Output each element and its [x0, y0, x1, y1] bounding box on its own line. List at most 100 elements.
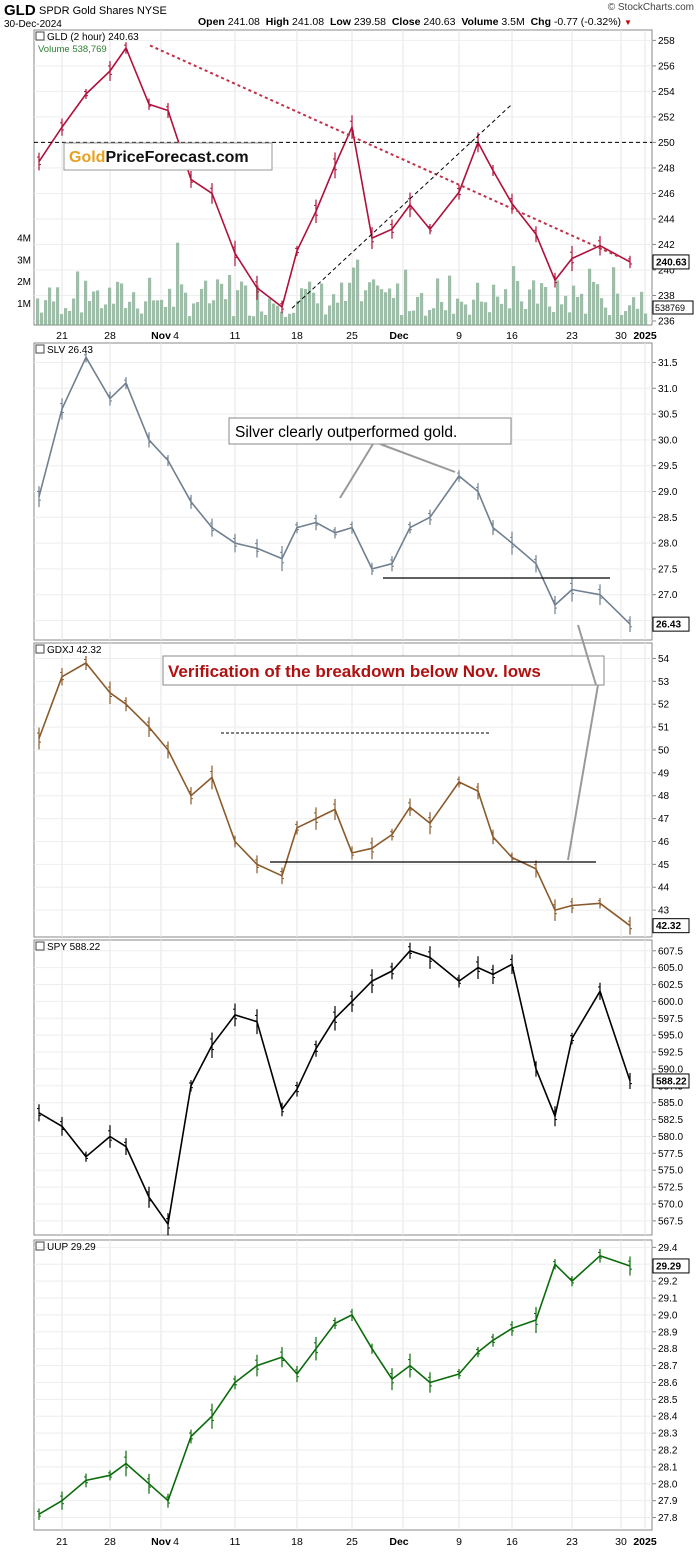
panel-slv: 31.5 31.0 30.5 30.0 29.5 29.0 28.5 28.0 27.5 27.0… [33, 342, 690, 641]
volume-bar [552, 311, 556, 325]
volume-bar [228, 274, 232, 325]
volume-bar [200, 288, 204, 325]
volume-bar [520, 301, 524, 325]
volume-bar [120, 283, 124, 325]
volume-bar [172, 306, 176, 325]
y-tick-label: 29.5 [658, 461, 678, 472]
security-full-name: SPDR Gold Shares [39, 5, 134, 17]
panel-icon [35, 644, 45, 654]
volume-bar [364, 290, 368, 325]
volume-bar [316, 303, 320, 325]
volume-bar [108, 287, 112, 325]
x-tick-label: 2025 [633, 330, 657, 342]
volume-bar [620, 315, 624, 325]
x-tick-label: 30 [615, 1536, 627, 1548]
y-tick-label: 47 [658, 814, 670, 825]
volume-bar [36, 298, 40, 325]
volume-bar [100, 308, 104, 325]
y-tick-label: 53 [658, 677, 670, 688]
volume-bar [416, 296, 420, 325]
volume-bar [148, 277, 152, 325]
volume-bar [188, 316, 192, 325]
x-tick-label: 18 [291, 330, 303, 342]
y-tick-label: 244 [658, 214, 675, 225]
ohlc-stats: Open 241.08 High 241.08 Low 239.58 Close… [198, 16, 632, 28]
volume-bar [400, 315, 404, 325]
volume-bar [380, 289, 384, 325]
volume-bar [536, 303, 540, 325]
volume-bar [448, 275, 452, 325]
x-tick-label: 25 [346, 1536, 358, 1548]
last-value-label: 240.63 [656, 257, 687, 268]
x-tick-label: 11 [230, 330, 241, 342]
last-value-label: 26.43 [656, 620, 681, 631]
stat-change: Chg -0.77 (-0.32%) [530, 16, 622, 28]
volume-bar [572, 285, 576, 325]
down-triangle-icon: ▼ [623, 18, 632, 27]
volume-bar [480, 301, 484, 325]
volume-bar [560, 304, 564, 325]
volume-bar [528, 289, 532, 325]
stat-volume: Volume 3.5M [461, 16, 525, 28]
volume-bar [424, 315, 428, 325]
watermark: © StockCharts.com [607, 2, 694, 13]
volume-bar [296, 301, 300, 325]
x-tick-label: Dec [389, 1536, 408, 1548]
volume-bar [72, 298, 76, 325]
y-tick-label: 246 [658, 189, 675, 200]
annotation-text: Silver clearly outperformed gold. [235, 424, 457, 441]
panel-icon [35, 941, 45, 951]
volume-bar [128, 301, 132, 325]
y-tick-label: 30.0 [658, 435, 678, 446]
y-tick-label: 256 [658, 61, 675, 72]
uptrend-line [291, 103, 513, 309]
volume-bar [372, 279, 376, 325]
volume-bar [368, 282, 372, 325]
volume-bar [288, 313, 292, 325]
y-tick-label: 51 [658, 723, 670, 734]
panel-title: GLD (2 hour) 240.63 [47, 32, 139, 43]
y-tick-label: 43 [658, 906, 670, 917]
y-tick-label: 567.5 [658, 1216, 683, 1227]
y-tick-label: 44 [658, 883, 670, 894]
y-tick-label: 254 [658, 87, 675, 98]
panel-icon [35, 31, 45, 41]
panel-title: SLV 26.43 [47, 345, 93, 356]
volume-bar [384, 292, 388, 325]
volume-bar [292, 312, 296, 325]
volume-bar [156, 300, 160, 325]
volume-bar [260, 311, 264, 325]
volume-bar [608, 315, 612, 325]
volume-bar [596, 284, 600, 325]
panel-title: SPY 588.22 [47, 942, 101, 953]
y-tick-label: 600.0 [658, 997, 683, 1008]
volume-bar [276, 305, 280, 325]
volume-bar [180, 284, 184, 325]
y-tick-label: 585.0 [658, 1098, 683, 1109]
volume-bar [244, 285, 248, 325]
y-tick-label: 30.5 [658, 410, 678, 421]
volume-bar [584, 313, 588, 325]
y-tick-label: 236 [658, 317, 675, 328]
y-tick-label: 28.2 [658, 1446, 678, 1457]
annotation-arrow [567, 624, 599, 861]
volume-bar [472, 299, 476, 325]
volume-bar [436, 278, 440, 325]
volume-value-badge [652, 300, 694, 315]
y-tick-label: 48 [658, 791, 670, 802]
y-tick-label: 27.9 [658, 1496, 678, 1507]
volume-bar [556, 280, 560, 325]
volume-bar [196, 302, 200, 325]
logo-box [63, 142, 273, 171]
volume-bar [284, 316, 288, 325]
panel-uup: 29.429.329.229.129.028.928.828.728.628.5… [33, 1239, 690, 1531]
volume-bar [88, 301, 92, 325]
y-tick-label: 595.0 [658, 1031, 683, 1042]
volume-bar [64, 308, 68, 325]
volume-bar [420, 293, 424, 325]
volume-bar [248, 315, 252, 325]
volume-bar [308, 281, 312, 325]
y-tick-label: 29.4 [658, 1243, 678, 1254]
x-tick-label: Nov [151, 330, 171, 342]
